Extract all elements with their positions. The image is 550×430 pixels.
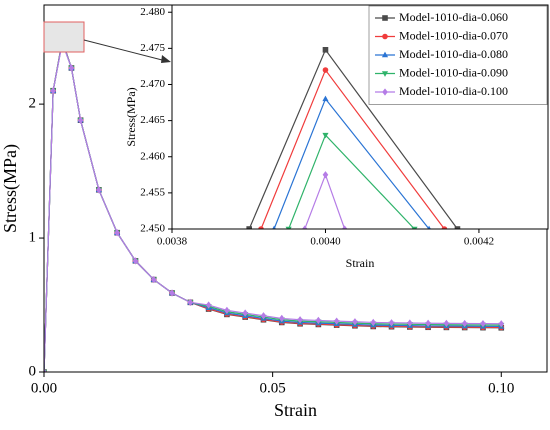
data-point bbox=[96, 186, 102, 194]
y-tick-label: 2.460 bbox=[140, 150, 165, 162]
y-tick-label: 2.470 bbox=[140, 78, 165, 90]
zoom-arrow bbox=[83, 39, 167, 62]
data-point bbox=[322, 67, 329, 73]
data-point bbox=[388, 319, 395, 327]
data-point bbox=[285, 226, 292, 229]
inset-chart: 0.0038 0.0040 0.0042 2.450 2.455 2.460 2.465 2.… bbox=[124, 4, 549, 270]
legend-label: Model-1010-dia-0.070 bbox=[399, 28, 508, 42]
y-tick-label: 0 bbox=[29, 363, 37, 379]
data-point bbox=[341, 225, 348, 229]
data-point bbox=[77, 116, 84, 124]
data-point bbox=[411, 226, 418, 229]
data-point bbox=[454, 226, 461, 229]
data-point bbox=[242, 309, 248, 317]
x-axis-label: Strain bbox=[346, 256, 375, 270]
data-point bbox=[224, 306, 230, 315]
legend-label: Model-1010-dia-0.090 bbox=[399, 65, 508, 79]
data-point bbox=[187, 298, 194, 306]
data-point bbox=[272, 225, 276, 229]
legend-marker bbox=[381, 51, 389, 58]
data-point bbox=[370, 318, 377, 327]
plot-frame bbox=[171, 4, 549, 230]
y-tick-label: 2.475 bbox=[140, 42, 165, 54]
legend-marker bbox=[382, 33, 388, 40]
data-point bbox=[44, 368, 47, 372]
data-point bbox=[50, 87, 56, 95]
x-tick-label: 0.0042 bbox=[464, 235, 494, 247]
data-point bbox=[322, 95, 329, 102]
data-point bbox=[333, 317, 340, 325]
data-point bbox=[407, 319, 413, 327]
legend-label: Model-1010-dia-0.100 bbox=[399, 84, 508, 98]
zoom-arrow-head bbox=[161, 55, 171, 63]
x-tick-label: 0.0038 bbox=[157, 235, 188, 247]
y-axis-label: Stress(MPa) bbox=[124, 87, 138, 146]
data-point bbox=[425, 319, 431, 327]
data-point bbox=[150, 275, 157, 284]
data-point bbox=[205, 301, 212, 309]
data-point bbox=[315, 316, 322, 325]
y-tick-label: 1 bbox=[29, 229, 37, 245]
y-tick-label: 2.455 bbox=[140, 186, 165, 198]
data-point bbox=[301, 225, 308, 229]
main-chart: 0.00 0.05 0.10 0 1 2 Strain Stress(MPa) bbox=[0, 4, 548, 420]
legend-box bbox=[368, 5, 548, 105]
data-point bbox=[322, 47, 329, 53]
data-point bbox=[498, 320, 505, 328]
data-point bbox=[352, 318, 358, 326]
x-tick-label: 0.00 bbox=[31, 380, 57, 396]
data-point bbox=[260, 312, 267, 320]
data-point bbox=[246, 226, 252, 229]
data-point bbox=[427, 225, 431, 229]
y-tick-label: 2.465 bbox=[140, 114, 165, 126]
data-point bbox=[169, 289, 175, 297]
data-point bbox=[322, 132, 329, 139]
data-point bbox=[297, 316, 303, 324]
data-point bbox=[443, 319, 450, 328]
legend-label: Model-1010-dia-0.080 bbox=[399, 47, 508, 61]
legend-marker bbox=[382, 15, 388, 21]
x-axis-label: Strain bbox=[274, 400, 317, 420]
plot-area bbox=[246, 47, 461, 229]
x-tick-label: 0.0040 bbox=[310, 235, 341, 247]
legend-marker bbox=[382, 88, 388, 96]
zoom-region bbox=[43, 21, 85, 53]
data-point bbox=[68, 64, 75, 72]
x-tick-label: 0.05 bbox=[260, 380, 286, 396]
data-point bbox=[278, 314, 285, 323]
x-tick-label: 0.10 bbox=[488, 380, 514, 396]
y-tick-label: 2 bbox=[29, 96, 37, 112]
data-point bbox=[480, 320, 486, 328]
data-point bbox=[258, 226, 264, 229]
plot-area bbox=[44, 37, 505, 372]
data-point bbox=[461, 319, 468, 328]
data-point bbox=[114, 229, 120, 237]
data-point bbox=[441, 226, 448, 229]
data-point bbox=[322, 171, 329, 179]
data-point bbox=[132, 257, 139, 265]
series-line bbox=[44, 40, 502, 372]
y-tick-label: 2.450 bbox=[140, 223, 165, 235]
legend-marker bbox=[381, 71, 389, 77]
y-axis-label: Stress(MPa) bbox=[0, 144, 21, 233]
legend-label: Model-1010-dia-0.060 bbox=[399, 10, 508, 24]
y-tick-label: 2.480 bbox=[140, 6, 165, 18]
